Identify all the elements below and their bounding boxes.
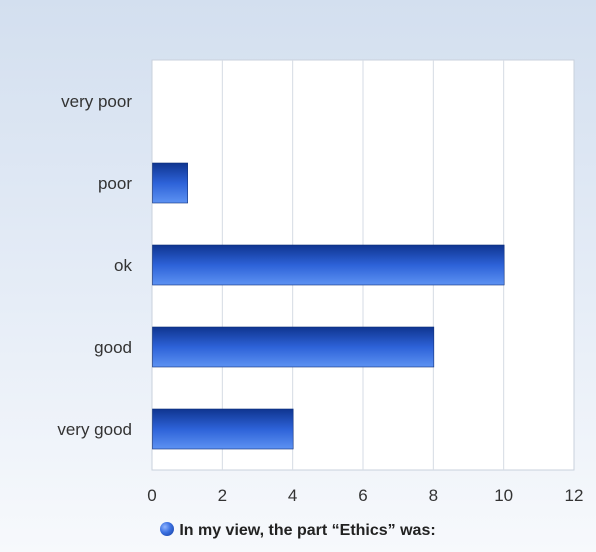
x-tick-labels: 0 2 4 6 8 10 12 — [147, 486, 583, 505]
bar-ok — [152, 244, 505, 286]
bars — [152, 162, 505, 450]
y-tick-label: very good — [57, 420, 132, 439]
x-tick-label: 0 — [147, 486, 156, 505]
legend: In my view, the part “Ethics” was: — [0, 522, 596, 540]
bar-very-good — [152, 408, 294, 450]
y-tick-label: ok — [114, 256, 132, 275]
x-tick-label: 2 — [218, 486, 227, 505]
x-tick-label: 6 — [358, 486, 367, 505]
bar-good — [152, 326, 435, 368]
legend-label: In my view, the part “Ethics” was: — [179, 522, 436, 539]
y-tick-labels: very poor poor ok good very good — [57, 92, 132, 439]
y-tick-label: very poor — [61, 92, 132, 111]
y-tick-label: poor — [98, 174, 132, 193]
x-tick-label: 4 — [288, 486, 297, 505]
y-tick-label: good — [94, 338, 132, 357]
x-tick-label: 12 — [565, 486, 584, 505]
x-tick-label: 10 — [494, 486, 513, 505]
x-tick-label: 8 — [429, 486, 438, 505]
legend-marker-icon — [160, 522, 175, 536]
bar-poor — [152, 162, 188, 204]
